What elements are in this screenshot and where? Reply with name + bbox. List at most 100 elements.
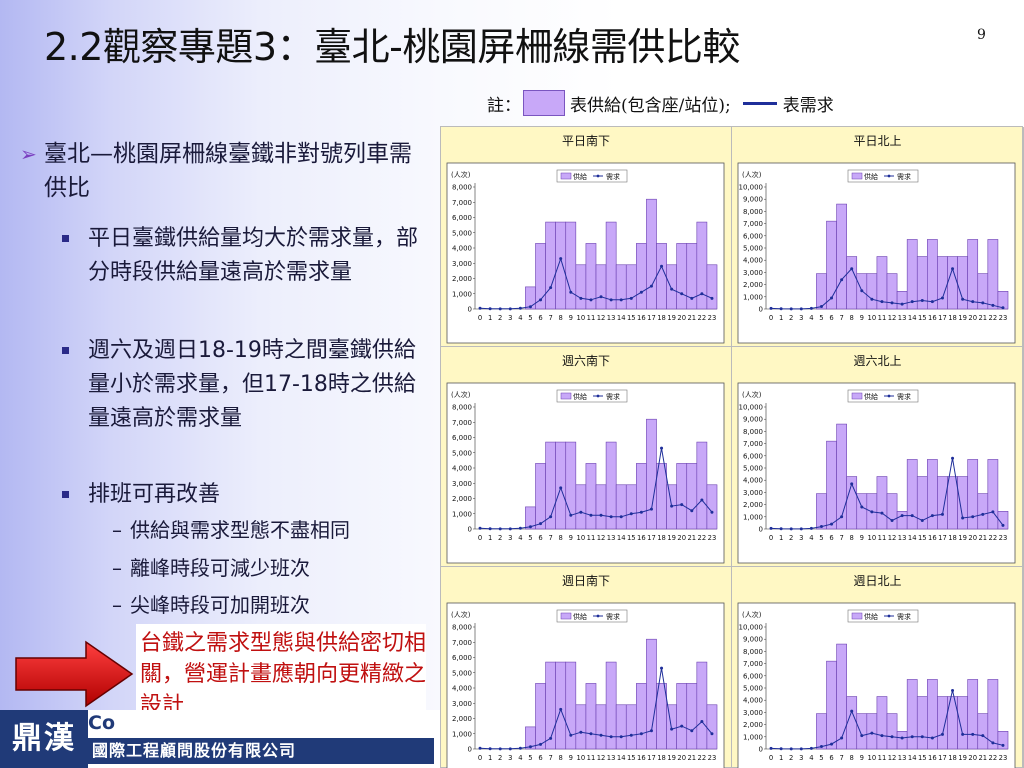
x-tick-label: 4	[809, 314, 813, 322]
supply-bar	[706, 704, 718, 750]
legend-box	[556, 169, 628, 183]
supply-bar	[987, 239, 999, 310]
chart-svg: (人次) 供給 需求 0 1,000 2,000 3,000 4,000 5,000 6,000 7…	[737, 162, 1016, 344]
chart-legend: 供給 需求	[847, 169, 919, 183]
x-tick-label: 20	[968, 754, 977, 762]
supply-bar	[625, 484, 637, 530]
x-tick-label: 12	[597, 534, 606, 542]
demand-point	[840, 515, 844, 519]
demand-point	[549, 736, 553, 740]
demand-point	[680, 724, 684, 728]
legend-demand-marker	[887, 174, 891, 178]
x-tick-label: 6	[829, 754, 833, 762]
supply-bar	[615, 264, 627, 310]
bullet-item: 排班可再改善	[62, 478, 422, 512]
supply-bar	[947, 256, 958, 310]
bullet-item: 平日臺鐵供給量均大於需求量，部分時段供給量遠高於需求量	[62, 222, 422, 290]
chart-legend: 供給 需求	[847, 389, 919, 403]
x-tick-label: 23	[999, 754, 1008, 762]
chart-svg: (人次) 供給 需求 0 1,000 2,000 3,000 4,000 5,000 6,000 7…	[737, 382, 1016, 564]
square-bullet-icon	[62, 235, 69, 242]
x-tick-label: 17	[938, 754, 947, 762]
x-tick-label: 11	[878, 314, 887, 322]
supply-bar	[977, 713, 989, 750]
demand-point	[488, 307, 492, 311]
x-tick-label: 12	[597, 754, 606, 762]
supply-bar	[896, 291, 908, 310]
demand-point	[1001, 523, 1005, 527]
demand-point	[971, 300, 975, 304]
y-tick-label: 6,000	[452, 434, 472, 442]
supply-bar	[987, 679, 999, 750]
supply-bar	[836, 203, 847, 310]
x-tick-label: 16	[928, 314, 937, 322]
unit-label: (人次)	[451, 170, 471, 179]
x-tick-label: 3	[508, 534, 512, 542]
x-tick-label: 5	[528, 314, 532, 322]
demand-line	[770, 267, 1004, 310]
demand-line	[479, 668, 713, 750]
y-tick-label: 5,000	[452, 449, 472, 457]
supply-bar	[967, 679, 979, 750]
y-tick-label: 6,000	[743, 232, 763, 240]
demand-point	[920, 518, 924, 522]
x-tick-label: 4	[518, 754, 522, 762]
y-tick-label: 3,000	[743, 709, 763, 717]
demand-point	[910, 300, 914, 304]
chart-legend: 供給 需求	[556, 169, 628, 183]
x-tick-label: 6	[829, 314, 833, 322]
demand-point	[830, 742, 834, 746]
unit-label: (人次)	[451, 610, 471, 619]
x-tick-label: 12	[597, 314, 606, 322]
demand-point	[799, 527, 803, 531]
x-tick-label: 13	[607, 534, 616, 542]
x-tick-label: 7	[548, 534, 552, 542]
y-tick-label: 6,000	[743, 452, 763, 460]
x-tick-label: 2	[498, 754, 502, 762]
demand-point	[539, 522, 543, 526]
legend-demand-marker	[596, 394, 600, 398]
demand-point	[589, 298, 593, 302]
demand-point	[539, 298, 543, 302]
x-tick-label: 11	[587, 534, 596, 542]
supply-bar	[906, 239, 918, 310]
x-tick-label: 2	[498, 314, 502, 322]
x-tick-label: 15	[918, 314, 927, 322]
y-tick-label: 4,000	[743, 697, 763, 705]
demand-point	[670, 287, 674, 291]
supply-bar	[676, 243, 688, 310]
demand-point	[569, 513, 573, 517]
legend-box	[847, 389, 919, 403]
legend-supply-swatch	[560, 392, 572, 400]
x-tick-label: 8	[850, 534, 854, 542]
arrow-bullet-icon: ➢	[20, 142, 37, 166]
sub-bullet-text: 供給與需求型態不盡相同	[130, 518, 350, 542]
demand-point	[961, 732, 965, 736]
y-tick-label: 3,000	[743, 269, 763, 277]
demand-point	[579, 510, 583, 514]
demand-point	[629, 296, 633, 300]
y-tick-label: 7,000	[743, 660, 763, 668]
legend-label: 供給	[864, 612, 878, 621]
demand-point	[840, 736, 844, 740]
y-tick-label: 7,000	[743, 440, 763, 448]
x-tick-label: 15	[918, 754, 927, 762]
demand-point	[508, 747, 512, 751]
demand-point	[981, 734, 985, 738]
x-tick-label: 4	[809, 754, 813, 762]
x-tick-label: 18	[948, 534, 957, 542]
demand-point	[579, 730, 583, 734]
demand-point	[599, 295, 603, 299]
supply-bar	[575, 484, 587, 530]
x-tick-label: 16	[637, 754, 646, 762]
company-name: 國際工程顧問股份有限公司	[88, 738, 434, 764]
x-tick-label: 14	[908, 314, 917, 322]
x-tick-label: 22	[989, 754, 998, 762]
x-tick-label: 11	[587, 314, 596, 322]
y-tick-label: 4,000	[452, 465, 472, 473]
y-tick-label: 0	[468, 746, 472, 754]
unit-label: (人次)	[451, 390, 471, 399]
x-tick-label: 19	[667, 754, 676, 762]
y-tick-label: 0	[759, 526, 763, 534]
supply-bar	[625, 704, 637, 750]
